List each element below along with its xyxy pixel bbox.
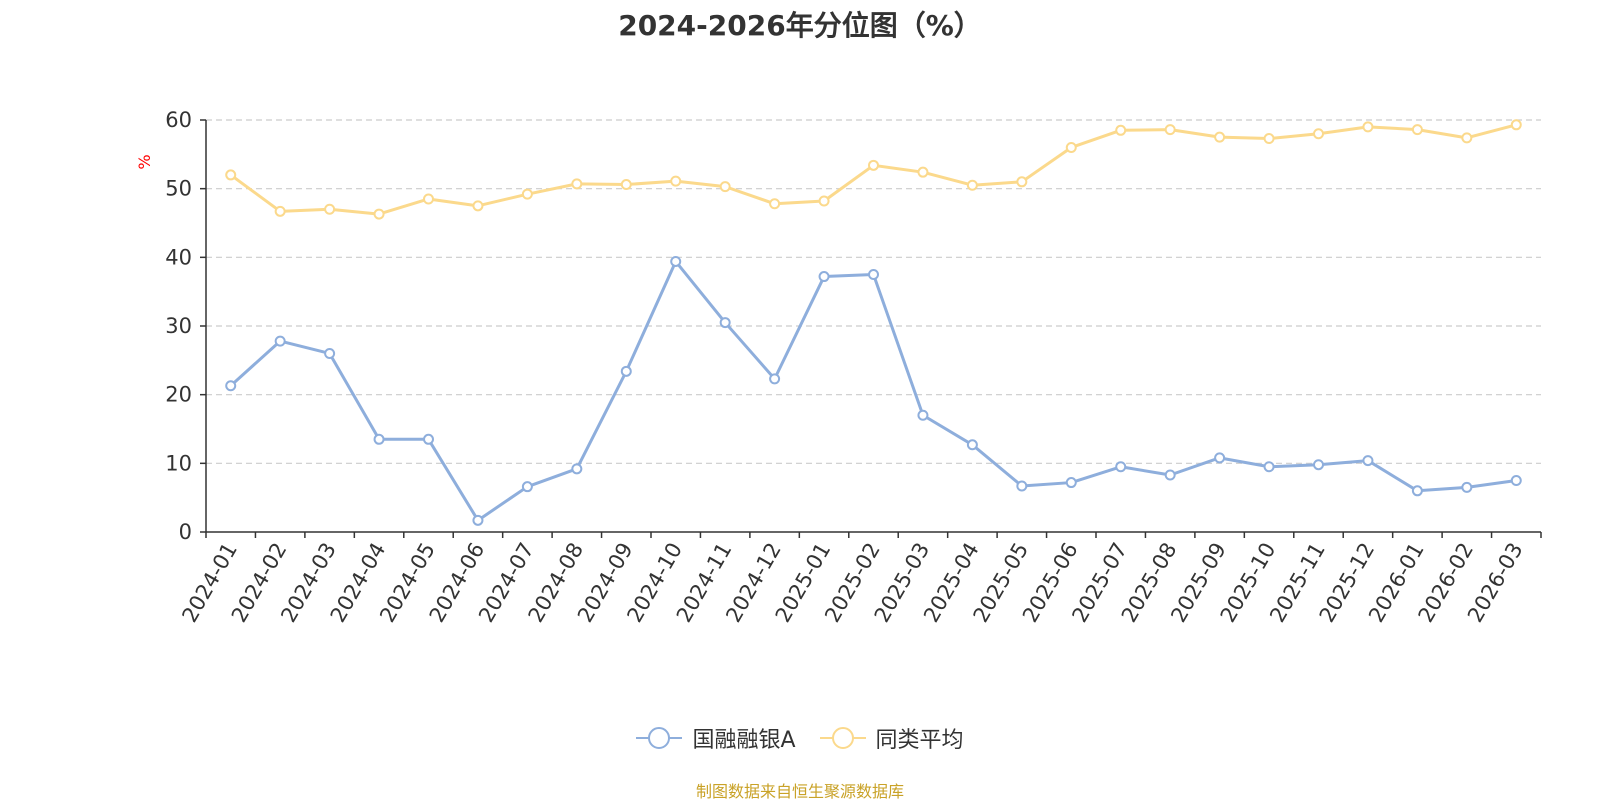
data-point-series-1 (1461, 481, 1473, 493)
y-tick-label: 50 (165, 177, 192, 201)
data-point-series-2 (423, 193, 434, 205)
data-point-series-1 (1065, 477, 1077, 489)
data-point-series-2 (1313, 128, 1324, 140)
data-point-series-2 (274, 205, 286, 217)
data-point-series-1 (966, 439, 978, 451)
data-point-series-1 (1164, 469, 1176, 481)
y-tick-label: 30 (165, 314, 192, 338)
y-tick-label: 10 (165, 451, 192, 475)
data-point-series-1 (670, 255, 682, 267)
data-point-series-2 (1065, 141, 1077, 153)
data-point-series-1 (1510, 475, 1522, 486)
data-point-series-1 (1411, 485, 1423, 497)
y-tick-label: 40 (165, 245, 192, 269)
data-point-series-2 (571, 178, 583, 190)
data-point-series-2 (917, 166, 929, 178)
data-point-series-1 (620, 365, 632, 377)
y-axis-label: % (135, 154, 154, 169)
legend-label-series-2: 同类平均 (875, 728, 964, 753)
data-point-series-2 (225, 169, 237, 181)
data-point-series-2 (373, 208, 385, 220)
data-point-series-2 (1411, 124, 1423, 136)
y-tick-label: 60 (165, 108, 192, 132)
data-point-series-1 (719, 317, 731, 329)
data-point-series-2 (1214, 131, 1226, 143)
data-point-series-1 (1016, 480, 1028, 492)
data-point-series-1 (1313, 459, 1324, 471)
data-point-series-2 (324, 203, 336, 215)
y-tick-label: 20 (165, 383, 192, 407)
legend-marker-series-1 (636, 727, 683, 749)
data-point-series-1 (1214, 452, 1226, 464)
data-point-series-2 (1362, 121, 1374, 133)
data-point-series-1 (521, 481, 533, 493)
data-point-series-1 (1263, 461, 1275, 473)
data-point-series-2 (868, 159, 879, 171)
data-point-series-1 (373, 433, 385, 445)
data-point-series-2 (521, 188, 533, 200)
data-point-series-1 (917, 409, 929, 421)
data-point-series-2 (620, 179, 632, 191)
data-point-series-1 (423, 433, 434, 445)
chart-title: 2024-2026年分位图（%） (618, 9, 982, 42)
data-point-series-2 (719, 181, 731, 193)
data-point-series-2 (1115, 124, 1127, 136)
data-point-series-2 (1016, 176, 1028, 188)
data-point-series-2 (1461, 132, 1473, 144)
data-point-series-2 (1510, 119, 1522, 131)
data-point-series-1 (571, 463, 583, 475)
data-point-series-2 (472, 200, 484, 212)
data-point-series-1 (818, 271, 830, 283)
data-point-series-2 (966, 179, 978, 191)
data-point-series-2 (670, 175, 682, 187)
data-point-series-2 (818, 195, 830, 207)
legend-item-series-1[interactable]: 国融融银A (636, 722, 796, 754)
data-point-series-1 (868, 269, 879, 280)
legend-label-series-1: 国融融银A (692, 728, 796, 753)
data-point-series-1 (324, 347, 336, 359)
data-point-series-2 (1263, 133, 1275, 145)
series-line-1 (229, 259, 1517, 522)
data-point-series-2 (1164, 124, 1176, 136)
source-note: 制图数据来自恒生聚源数据库 (695, 782, 904, 801)
data-point-series-1 (274, 335, 286, 347)
legend-item-series-2[interactable]: 同类平均 (819, 722, 964, 754)
legend: 国融融银A 同类平均 (0, 722, 1600, 754)
data-point-series-1 (769, 373, 781, 385)
data-point-series-1 (1115, 461, 1127, 473)
data-point-series-1 (1362, 455, 1374, 467)
y-tick-label: 0 (179, 520, 192, 544)
data-point-series-2 (769, 198, 781, 210)
data-point-series-1 (225, 380, 237, 392)
legend-marker-series-2 (819, 727, 866, 749)
data-point-series-1 (472, 514, 484, 526)
